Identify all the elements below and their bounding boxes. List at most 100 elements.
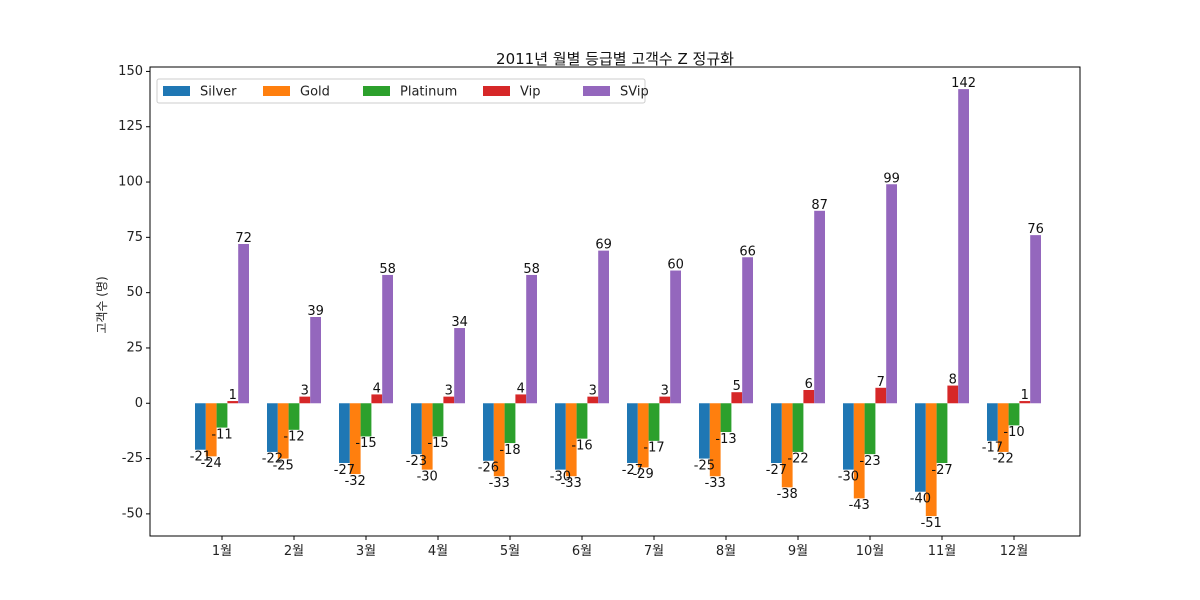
x-tick-label: 11월 <box>928 544 957 559</box>
bar-vip-7 <box>659 396 671 404</box>
bar-gold-3 <box>349 403 361 475</box>
x-tick-label: 4월 <box>428 544 448 559</box>
data-label-gold-7: -29 <box>633 467 654 482</box>
data-labels-layer: -21 -22-27-23 -26-30 -27 -25 -27 -30-40-17-24-… <box>190 76 1044 531</box>
legend-label-gold: Gold <box>300 85 330 100</box>
data-label-platinum-7: -17 <box>643 441 664 456</box>
bar-silver-2 <box>267 403 278 452</box>
bar-svip-3 <box>382 274 393 404</box>
bar-platinum-8 <box>720 403 732 433</box>
legend-box <box>156 78 646 104</box>
bar-vip-10 <box>875 387 887 404</box>
data-label-svip-9: 87 <box>811 198 828 213</box>
bar-silver-10 <box>843 403 854 470</box>
data-label-silver-4: -23 <box>406 454 427 469</box>
data-label-vip-5: 4 <box>517 381 525 396</box>
data-label-gold-3: -32 <box>345 474 366 489</box>
data-label-silver-1: -21 <box>190 450 211 465</box>
legend-label-vip: Vip <box>520 85 540 100</box>
legend-label-svip: SVip <box>620 85 649 100</box>
data-label-gold-4: -30 <box>417 469 438 484</box>
bar-silver-4 <box>411 403 422 455</box>
legend-swatch-gold <box>263 86 290 96</box>
y-axis-title: 고객수 (명) <box>95 276 109 333</box>
data-label-svip-3: 58 <box>379 262 396 277</box>
bar-vip-9 <box>803 389 815 404</box>
bar-svip-1 <box>238 243 249 404</box>
x-tick-label: 12월 <box>1000 544 1029 559</box>
data-label-silver-12: -17 <box>982 441 1003 456</box>
bar-platinum-9 <box>792 403 804 452</box>
data-label-vip-11: 8 <box>949 373 957 388</box>
data-label-svip-4: 34 <box>451 315 468 330</box>
data-label-platinum-3: -15 <box>355 436 376 451</box>
data-label-svip-12: 76 <box>1027 222 1044 237</box>
x-tick-label: 1월 <box>212 544 232 559</box>
data-label-vip-9: 6 <box>805 377 813 392</box>
bar-platinum-11 <box>936 403 948 463</box>
data-label-silver-7: -27 <box>622 463 643 478</box>
data-label-vip-4: 3 <box>445 384 453 399</box>
data-label-platinum-4: -15 <box>427 436 448 451</box>
data-label-silver-3: -27 <box>334 463 355 478</box>
bar-svip-7 <box>670 270 681 404</box>
y-tick-label: 150 <box>118 64 143 79</box>
bar-svip-9 <box>814 210 825 404</box>
data-label-silver-6: -30 <box>550 469 571 484</box>
data-label-svip-11: 142 <box>951 76 976 91</box>
bar-platinum-12 <box>1008 403 1020 426</box>
bar-gold-2 <box>277 403 289 459</box>
bar-silver-1 <box>195 403 206 450</box>
bar-platinum-2 <box>288 403 300 430</box>
data-label-gold-5: -33 <box>489 476 510 491</box>
data-label-platinum-12: -10 <box>1003 425 1024 440</box>
bar-vip-2 <box>299 396 311 404</box>
x-tick-label: 9월 <box>788 544 808 559</box>
bar-platinum-5 <box>504 403 516 444</box>
bar-gold-11 <box>925 403 937 517</box>
y-tick-label: 25 <box>126 340 143 355</box>
data-label-gold-8: -33 <box>705 476 726 491</box>
data-label-gold-10: -43 <box>849 498 870 513</box>
bar-gold-1 <box>205 403 217 457</box>
bar-gold-8 <box>709 403 721 477</box>
legend-swatch-svip <box>583 86 610 96</box>
data-label-silver-9: -27 <box>766 463 787 478</box>
bar-silver-7 <box>627 403 638 463</box>
y-tick-label: 0 <box>135 396 143 411</box>
legend-label-platinum: Platinum <box>400 85 457 100</box>
data-label-svip-10: 99 <box>883 171 900 186</box>
bar-gold-7 <box>637 403 649 468</box>
data-label-svip-7: 60 <box>667 258 684 273</box>
x-tick-label: 3월 <box>356 544 376 559</box>
bar-svip-8 <box>742 257 753 404</box>
data-label-gold-1: -24 <box>201 456 222 471</box>
data-label-gold-6: -33 <box>561 476 582 491</box>
bar-vip-12 <box>1019 401 1031 404</box>
bar-svip-11 <box>958 89 969 404</box>
x-tick-label: 2월 <box>284 544 304 559</box>
bar-gold-6 <box>565 403 577 477</box>
data-label-vip-1: 1 <box>229 388 237 403</box>
data-label-silver-5: -26 <box>478 461 499 476</box>
data-label-vip-7: 3 <box>661 384 669 399</box>
bar-svip-4 <box>454 328 465 404</box>
bar-vip-4 <box>443 396 455 404</box>
x-tick-label: 7월 <box>644 544 664 559</box>
bar-gold-10 <box>853 403 865 499</box>
bar-platinum-7 <box>648 403 660 441</box>
data-label-gold-12: -22 <box>993 452 1014 467</box>
y-tick-label: 75 <box>126 230 143 245</box>
data-label-platinum-8: -13 <box>715 432 736 447</box>
data-label-gold-9: -38 <box>777 487 798 502</box>
bar-vip-5 <box>515 394 527 404</box>
data-label-gold-11: -51 <box>921 516 942 531</box>
bar-platinum-1 <box>216 403 228 428</box>
data-label-platinum-2: -12 <box>283 430 304 445</box>
data-label-gold-2: -25 <box>273 458 294 473</box>
bar-platinum-6 <box>576 403 588 439</box>
legend-swatch-silver <box>163 86 190 96</box>
bar-gold-12 <box>997 403 1009 452</box>
